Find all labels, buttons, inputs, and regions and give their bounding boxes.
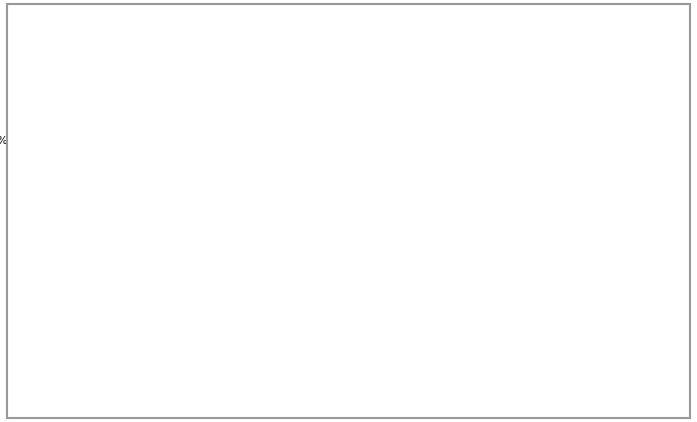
Bar xyxy=(493,45,535,68)
Bar xyxy=(493,79,535,103)
Bar xyxy=(493,285,535,308)
Text: 15%: 15% xyxy=(56,250,81,260)
Polygon shape xyxy=(247,194,321,305)
Text: 滋陰: 滋陰 xyxy=(549,221,566,235)
Polygon shape xyxy=(204,116,321,194)
Text: 24%: 24% xyxy=(294,116,319,126)
Polygon shape xyxy=(112,134,204,194)
Text: 其他: 其他 xyxy=(549,358,566,372)
Polygon shape xyxy=(204,194,247,305)
Bar xyxy=(493,114,535,137)
Text: 3%: 3% xyxy=(39,87,57,97)
Bar xyxy=(493,182,535,206)
Text: 補腎: 補腎 xyxy=(549,153,566,167)
Bar xyxy=(493,216,535,240)
Polygon shape xyxy=(89,157,204,194)
Polygon shape xyxy=(85,175,204,194)
Text: 9%: 9% xyxy=(144,74,162,84)
Polygon shape xyxy=(85,194,134,295)
Text: 3%: 3% xyxy=(13,108,31,118)
Polygon shape xyxy=(134,194,204,295)
Polygon shape xyxy=(134,194,204,295)
Text: 益氣: 益氣 xyxy=(549,50,566,64)
Polygon shape xyxy=(134,194,247,272)
Text: 20%: 20% xyxy=(319,258,344,268)
Text: 盆精: 盆精 xyxy=(549,289,566,304)
Polygon shape xyxy=(204,189,321,267)
Bar xyxy=(493,251,535,274)
Polygon shape xyxy=(128,128,204,194)
Polygon shape xyxy=(204,194,247,305)
Polygon shape xyxy=(85,194,204,257)
Bar xyxy=(493,319,535,343)
Polygon shape xyxy=(85,194,204,232)
Text: 生血: 生血 xyxy=(549,84,566,98)
Bar xyxy=(493,354,535,377)
Polygon shape xyxy=(134,257,247,310)
Polygon shape xyxy=(85,194,204,232)
Text: 補骨髓: 補骨髓 xyxy=(549,255,574,269)
Text: 2%: 2% xyxy=(66,72,83,82)
Bar xyxy=(493,148,535,171)
Text: 和胃: 和胃 xyxy=(549,187,566,201)
Polygon shape xyxy=(100,144,204,194)
Text: 4%: 4% xyxy=(0,136,8,146)
Text: 化瘀: 化瘀 xyxy=(549,324,566,338)
Text: 健脾: 健脾 xyxy=(549,118,566,133)
Polygon shape xyxy=(140,116,204,194)
FancyBboxPatch shape xyxy=(478,37,679,385)
Text: 16%: 16% xyxy=(172,303,197,314)
